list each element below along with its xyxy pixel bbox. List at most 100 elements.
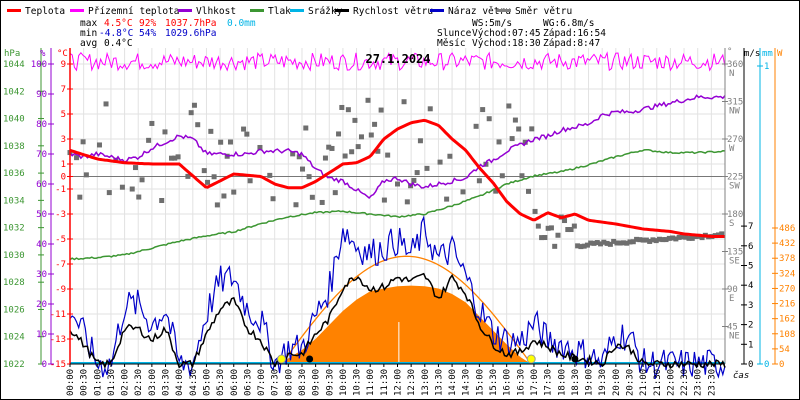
radiation-tick-label: 0 [779, 360, 784, 370]
wind-direction-point [601, 239, 607, 245]
direction-compass-label: W [729, 144, 735, 154]
temperature-tick-label: -9 [55, 285, 66, 295]
min-humidity: 54% [139, 28, 156, 39]
x-tick-label: 00:30 [80, 369, 90, 396]
wind-direction-point [77, 194, 83, 200]
wind-direction-point [417, 138, 423, 144]
x-tick-label: 09:30 [325, 369, 335, 396]
chart-title: 27.1.2024 [365, 52, 430, 66]
temperature-tick-label: -5 [55, 235, 66, 245]
wind-tick-label: 7 [748, 222, 753, 232]
wind-direction-point [169, 155, 175, 161]
wind-direction-point [519, 173, 525, 179]
wind-direction-point [106, 190, 112, 196]
x-tick-label: 03:00 [148, 369, 158, 396]
wind-direction-point [493, 188, 499, 194]
wind-direction-point [571, 223, 577, 229]
temperature-tick-label: -3 [55, 210, 66, 220]
x-axis-label: čas [733, 370, 749, 381]
wind-direction-point [496, 139, 502, 145]
wind-direction-point [643, 237, 649, 243]
wind-gust-max: WG:6.8m/s [543, 18, 594, 29]
legend-swatch [7, 9, 21, 12]
legend-swatch [335, 9, 349, 12]
legend-label: Srážky [308, 6, 343, 17]
x-tick-label: 07:30 [271, 369, 281, 396]
min-pressure: 1029.6hPa [165, 28, 216, 39]
wind-direction-point [339, 104, 345, 110]
humidity-tick-label: 50 [36, 210, 47, 220]
moonset: Západ:8:47 [543, 38, 600, 49]
humidity-line [69, 94, 726, 200]
x-tick-label: 06:30 [243, 369, 253, 396]
radiation-tick-label: 324 [779, 269, 795, 279]
x-tick-label: 04:00 [175, 369, 185, 396]
x-tick-label: 01:00 [93, 369, 103, 396]
wind-direction-point [650, 237, 656, 243]
direction-tick-label: 135 [727, 248, 743, 258]
legend-swatch [178, 9, 192, 12]
x-tick-label: 01:30 [107, 369, 117, 396]
x-tick-label: 12:30 [407, 369, 417, 396]
pressure-tick-label: 1028 [3, 278, 25, 288]
wind-direction-point [401, 99, 407, 105]
wind-direction-point [352, 117, 358, 123]
wind-direction-point [486, 116, 492, 122]
wind-direction-point [673, 236, 679, 242]
wind-direction-point [640, 237, 646, 243]
wind-direction-point [319, 199, 325, 205]
wind-direction-point [221, 193, 227, 199]
direction-compass-label: E [729, 294, 734, 304]
wind-direction-point [185, 173, 191, 179]
wind-direction-point [620, 240, 626, 246]
wind-direction-point [270, 196, 276, 202]
humidity-tick-label: 100 [31, 60, 47, 70]
wind-direction-point [679, 234, 685, 240]
wind-direction-point [201, 168, 207, 174]
wind-direction-point [506, 103, 512, 109]
wind-direction-point [345, 107, 351, 113]
x-tick-label: 17:00 [530, 369, 540, 396]
wind-direction-point [634, 236, 640, 242]
direction-tick-label: 270 [727, 135, 743, 145]
direction-compass-label: SW [729, 182, 740, 192]
x-tick-label: 12:00 [394, 369, 404, 396]
wind-direction-point [385, 152, 391, 158]
x-tick-label: 22:30 [680, 369, 690, 396]
avg-temp: 0.4°C [104, 38, 133, 49]
humidity-axis-unit: % [40, 49, 46, 59]
sunrise-marker [277, 354, 287, 364]
wind-direction-point [372, 121, 378, 127]
wind-direction-point [149, 120, 155, 126]
wind-tick-label: 0 [748, 360, 753, 370]
humidity-tick-label: 20 [36, 300, 47, 310]
wind-direction-point [411, 177, 417, 183]
humidity-tick-label: 40 [36, 240, 47, 250]
wind-direction-point [624, 240, 630, 246]
direction-compass-label: NW [729, 107, 740, 117]
pressure-tick-label: 1022 [3, 360, 25, 370]
radiation-area [281, 285, 532, 364]
humidity-tick-label: 70 [36, 150, 47, 160]
direction-axis-unit: ° [727, 47, 732, 57]
wind-speed-max: WS:5m/s [472, 18, 512, 29]
wind-direction-point [191, 102, 197, 108]
sun-label: Slunce [437, 28, 472, 39]
temperature-tick-label: 0 [61, 173, 66, 183]
wind-direction-point [175, 154, 181, 160]
humidity-tick-label: 90 [36, 90, 47, 100]
humidity-tick-label: 30 [36, 270, 47, 280]
x-tick-label: 11:30 [380, 369, 390, 396]
pressure-tick-label: 1042 [3, 87, 25, 97]
x-tick-label: 05:00 [202, 369, 212, 396]
wind-direction-point [427, 106, 433, 112]
wind-direction-point [699, 235, 705, 241]
wind-direction-point [211, 174, 217, 180]
wind-direction-point [509, 136, 515, 142]
x-tick-label: 00:00 [66, 369, 76, 396]
direction-compass-label: SE [729, 257, 740, 267]
wind-direction-point [129, 186, 135, 192]
pressure-tick-label: 1040 [3, 115, 25, 125]
x-tick-label: 21:30 [653, 369, 663, 396]
max-pressure: 1037.7hPa [165, 18, 216, 29]
